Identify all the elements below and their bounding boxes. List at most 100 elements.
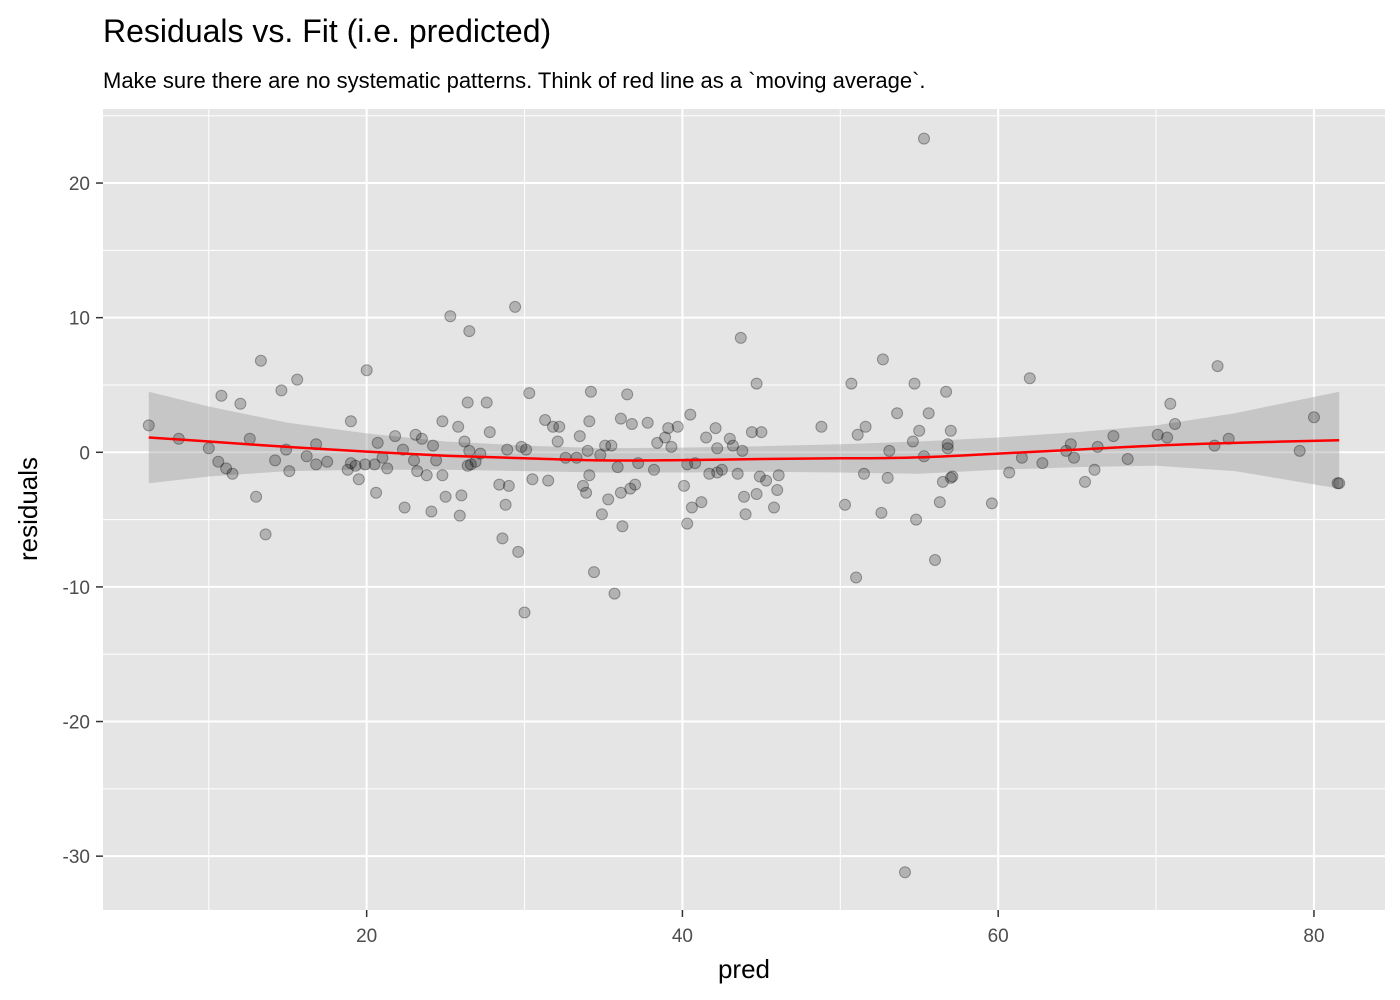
scatter-point <box>1293 444 1306 457</box>
scatter-point <box>250 490 263 503</box>
scatter-point <box>671 420 684 433</box>
scatter-point <box>734 331 747 344</box>
scatter-point <box>736 444 749 457</box>
scatter-point <box>941 438 954 451</box>
scatter-point <box>614 486 627 499</box>
scatter-point <box>768 501 780 514</box>
scatter-point <box>409 428 422 441</box>
scatter-point <box>755 426 768 439</box>
scatter-point <box>1308 411 1320 424</box>
scatter-point <box>1068 451 1080 464</box>
scatter-point <box>453 509 466 522</box>
major-gridlines <box>103 109 1385 910</box>
scatter-point <box>259 528 272 541</box>
scatter-point <box>420 469 433 482</box>
scatter-point <box>368 458 381 471</box>
scatter-point <box>944 471 957 484</box>
scatter-point <box>427 439 439 452</box>
scatter-point <box>760 474 773 487</box>
scatter-point <box>461 396 474 409</box>
scatter-point <box>581 444 594 457</box>
scatter-point <box>1333 477 1346 490</box>
scatter-point <box>602 493 615 506</box>
scatter-point <box>215 389 228 402</box>
scatter-point <box>341 463 354 476</box>
scatter-point <box>651 436 664 449</box>
scatter-point <box>502 479 515 492</box>
scatter-point <box>731 467 744 480</box>
scatter-point <box>891 407 904 420</box>
scatter-point <box>665 440 678 453</box>
scatter-point <box>678 479 690 492</box>
scatter-points <box>142 132 1346 879</box>
x-tick-label: 80 <box>1303 926 1324 947</box>
scatter-point <box>547 420 559 433</box>
x-tick-label: 60 <box>988 926 1009 947</box>
scatter-point <box>723 432 736 445</box>
scatter-point <box>526 473 539 486</box>
scatter-point <box>371 436 384 449</box>
scatter-point <box>940 385 953 398</box>
scatter-point <box>883 444 896 457</box>
scatter-point <box>570 451 583 464</box>
scatter-point <box>1331 477 1344 490</box>
scatter-point <box>881 471 894 484</box>
scatter-point <box>845 377 858 390</box>
scatter-point <box>283 465 296 478</box>
scatter-point <box>291 373 304 386</box>
scatter-point <box>695 496 708 509</box>
scatter-point <box>523 387 536 400</box>
scatter-point <box>539 414 552 426</box>
scatter-point <box>659 431 672 444</box>
scatter-point <box>212 455 225 468</box>
scatter-point <box>936 475 949 488</box>
y-tick-label: 10 <box>69 309 90 330</box>
scatter-point <box>946 470 959 483</box>
scatter-point <box>436 469 449 482</box>
scatter-point <box>648 463 660 476</box>
scatter-point <box>850 571 863 584</box>
scatter-point <box>641 416 654 429</box>
scatter-point <box>577 479 589 492</box>
scatter-point <box>1208 439 1221 452</box>
scatter-point <box>483 426 496 439</box>
scatter-point <box>1064 438 1077 451</box>
scatter-point <box>463 325 476 338</box>
y-axis-ticks: 20 10 0 -10 -20 -30 <box>63 174 103 868</box>
scatter-point <box>344 415 357 428</box>
smooth-line <box>148 436 1340 462</box>
scatter-point <box>269 454 282 467</box>
confidence-ribbon <box>148 391 1340 489</box>
y-tick-label: 20 <box>69 174 90 195</box>
scatter-point <box>509 300 522 313</box>
scatter-point <box>408 454 420 467</box>
scatter-point <box>321 455 334 468</box>
scatter-point <box>906 435 919 448</box>
scatter-point <box>1036 457 1049 470</box>
scatter-point <box>629 478 642 491</box>
scatter-point <box>1107 430 1120 443</box>
scatter-point <box>700 431 713 444</box>
scatter-point <box>858 467 870 480</box>
scatter-point <box>573 430 586 443</box>
scatter-point <box>614 412 627 425</box>
scatter-point <box>771 484 784 496</box>
scatter-point <box>922 407 935 420</box>
scatter-point <box>1211 360 1224 373</box>
scatter-point <box>681 517 694 530</box>
smooth-line-layer <box>148 436 1340 462</box>
x-tick-label: 20 <box>356 926 377 947</box>
scatter-point <box>344 457 357 470</box>
scatter-point <box>876 353 889 366</box>
scatter-point <box>518 606 531 619</box>
scatter-point <box>493 478 506 491</box>
scatter-point <box>352 473 365 486</box>
scatter-point <box>243 432 256 445</box>
scatter-point <box>1003 466 1016 479</box>
scatter-point <box>913 424 926 437</box>
scatter-point <box>621 388 634 401</box>
scatter-point <box>709 422 722 435</box>
scatter-point <box>1023 372 1036 385</box>
scatter-point <box>1091 440 1104 453</box>
